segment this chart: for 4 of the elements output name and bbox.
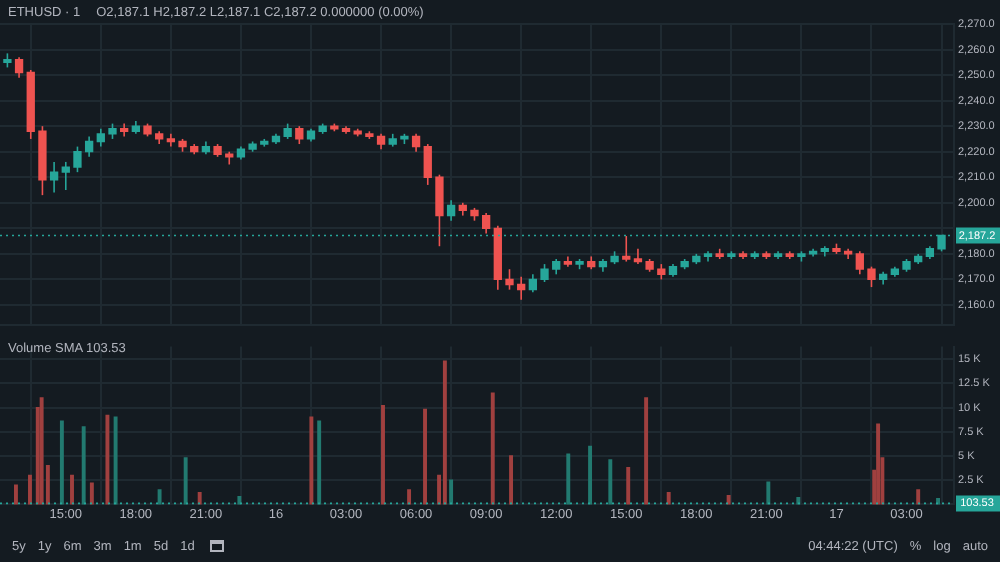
candlestick [446,199,456,222]
candlestick [14,56,24,79]
candlestick [49,161,59,194]
candlestick [622,235,631,263]
